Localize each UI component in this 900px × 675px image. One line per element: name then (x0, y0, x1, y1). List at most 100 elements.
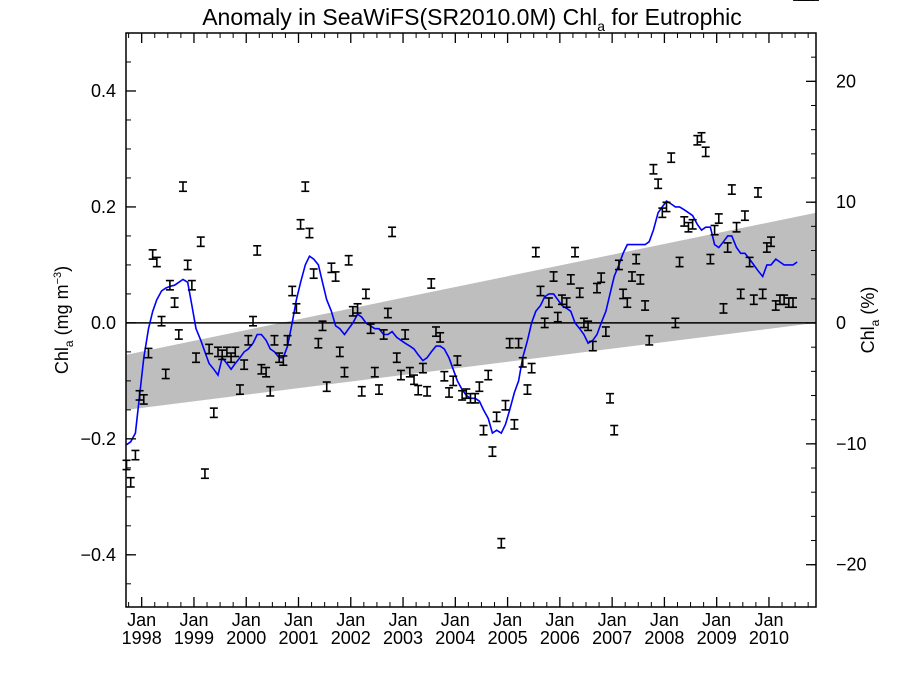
trend-band-polygon (126, 212, 816, 410)
trend-uncertainty-band (126, 212, 816, 410)
anomaly-errorbar (706, 253, 715, 265)
anomaly-errorbar (314, 337, 323, 349)
anomaly-errorbar (227, 352, 236, 364)
x-tick-month-label: Jan (441, 610, 470, 630)
x-tick-year-label: 2007 (592, 628, 632, 648)
anomaly-errorbar (575, 287, 584, 299)
x-tick-month-label: Jan (702, 610, 731, 630)
anomaly-errorbar (292, 302, 301, 314)
anomaly-errorbar (275, 352, 284, 364)
anomaly-errorbar (152, 256, 161, 268)
anomaly-errorbar (170, 297, 179, 309)
y-left-tick-label: 0.2 (91, 197, 116, 217)
anomaly-errorbar (135, 389, 144, 401)
anomaly-errorbar (174, 329, 183, 340)
anomaly-errorbar (714, 213, 723, 224)
axis-ticks: 0.40.20.0−0.2−0.420100−10−20Jan1998Jan19… (80, 33, 867, 648)
anomaly-errorbar (436, 331, 445, 343)
anomaly-errorbar (327, 262, 336, 274)
anomaly-errorbar (654, 178, 663, 190)
x-tick-year-label: 1999 (174, 628, 214, 648)
anomaly-errorbar (566, 273, 575, 285)
anomaly-errorbar (249, 315, 258, 327)
anomaly-errorbar (388, 226, 397, 238)
anomaly-errorbar (283, 334, 292, 346)
y-axis-label-left: Chla (mg m−3) (52, 266, 76, 374)
anomaly-errorbar (296, 218, 305, 230)
anomaly-errorbar (762, 242, 771, 253)
anomaly-errorbar (479, 424, 488, 436)
anomaly-errorbar (610, 424, 619, 436)
x-tick-month-label: Jan (545, 610, 574, 630)
anomaly-errorbar (723, 242, 732, 253)
anomaly-errorbar (523, 384, 532, 396)
anomaly-errorbar (536, 285, 545, 297)
anomaly-errorbar (187, 279, 196, 291)
anomaly-errorbar (484, 369, 493, 381)
anomaly-errorbar (475, 381, 484, 393)
x-tick-year-label: 2002 (331, 628, 371, 648)
y-right-tick-label: −20 (836, 555, 867, 575)
anomaly-errorbar (418, 362, 427, 374)
x-tick-month-label: Jan (650, 610, 679, 630)
x-tick-month-label: Jan (232, 610, 261, 630)
anomaly-errorbar (357, 385, 366, 397)
plot-frame (125, 32, 817, 608)
anomaly-errorbar (584, 320, 593, 332)
anomaly-errorbar (588, 340, 597, 352)
anomaly-errorbar (244, 334, 253, 346)
anomaly-errorbar (571, 246, 580, 258)
anomaly-errorbar (758, 288, 767, 300)
anomaly-errorbar (662, 201, 671, 213)
anomaly-errorbar (688, 218, 697, 230)
x-tick-year-label: 2004 (435, 628, 475, 648)
anomaly-errorbar (379, 329, 388, 340)
smoothed-anomaly-line (126, 200, 798, 446)
anomaly-errorbar (562, 297, 571, 309)
anomaly-errorbar (675, 256, 684, 268)
anomaly-errorbar (579, 317, 588, 329)
anomaly-errorbar (414, 384, 423, 396)
x-tick-year-label: 2005 (488, 628, 528, 648)
anomaly-errorbar (623, 297, 632, 309)
x-tick-year-label: 2008 (644, 628, 684, 648)
x-tick-month-label: Jan (754, 610, 783, 630)
anomaly-errorbar (693, 134, 702, 146)
anomaly-errorbar (309, 268, 318, 280)
anomaly-errorbar (531, 246, 540, 258)
y-right-tick-label: 20 (836, 71, 856, 91)
x-tick-month-label: Jan (493, 610, 522, 630)
anomaly-errorbar (440, 370, 449, 382)
y-right-tick-label: −10 (836, 434, 867, 454)
anomaly-errorbar (597, 272, 606, 284)
y-right-tick-label: 10 (836, 192, 856, 212)
anomaly-errorbar (501, 399, 510, 411)
anomaly-errorbar (767, 236, 776, 248)
anomaly-errorbar (253, 244, 262, 256)
x-tick-year-label: 2003 (383, 628, 423, 648)
anomaly-errorbar (148, 249, 157, 260)
anomaly-errorbar (231, 346, 240, 358)
anomaly-errorbar (401, 329, 410, 340)
anomaly-errorbar (262, 366, 271, 378)
anomaly-errorbar (789, 297, 797, 309)
anomaly-errorbar (383, 307, 392, 319)
anomaly-errorbar (335, 346, 344, 358)
anomaly-errorbar (196, 236, 205, 248)
anomaly-errorbar (396, 369, 405, 381)
anomaly-errorbar (178, 181, 187, 193)
anomaly-errorbar (462, 388, 471, 400)
anomaly-errorbar (214, 346, 222, 358)
anomaly-errorbar (601, 326, 610, 338)
anomaly-errorbar (518, 356, 527, 368)
anomaly-errorbar (157, 315, 166, 327)
anomaly-errorbar (240, 359, 249, 371)
anomaly-errorbar (301, 181, 310, 193)
anomaly-errorbar (165, 279, 174, 291)
anomaly-errorbar (126, 476, 135, 488)
anomaly-errorbar (557, 294, 566, 306)
anomaly-errorbar (410, 374, 419, 386)
anomaly-errorbar (318, 320, 327, 332)
y-right-tick-label: 0 (836, 313, 846, 333)
